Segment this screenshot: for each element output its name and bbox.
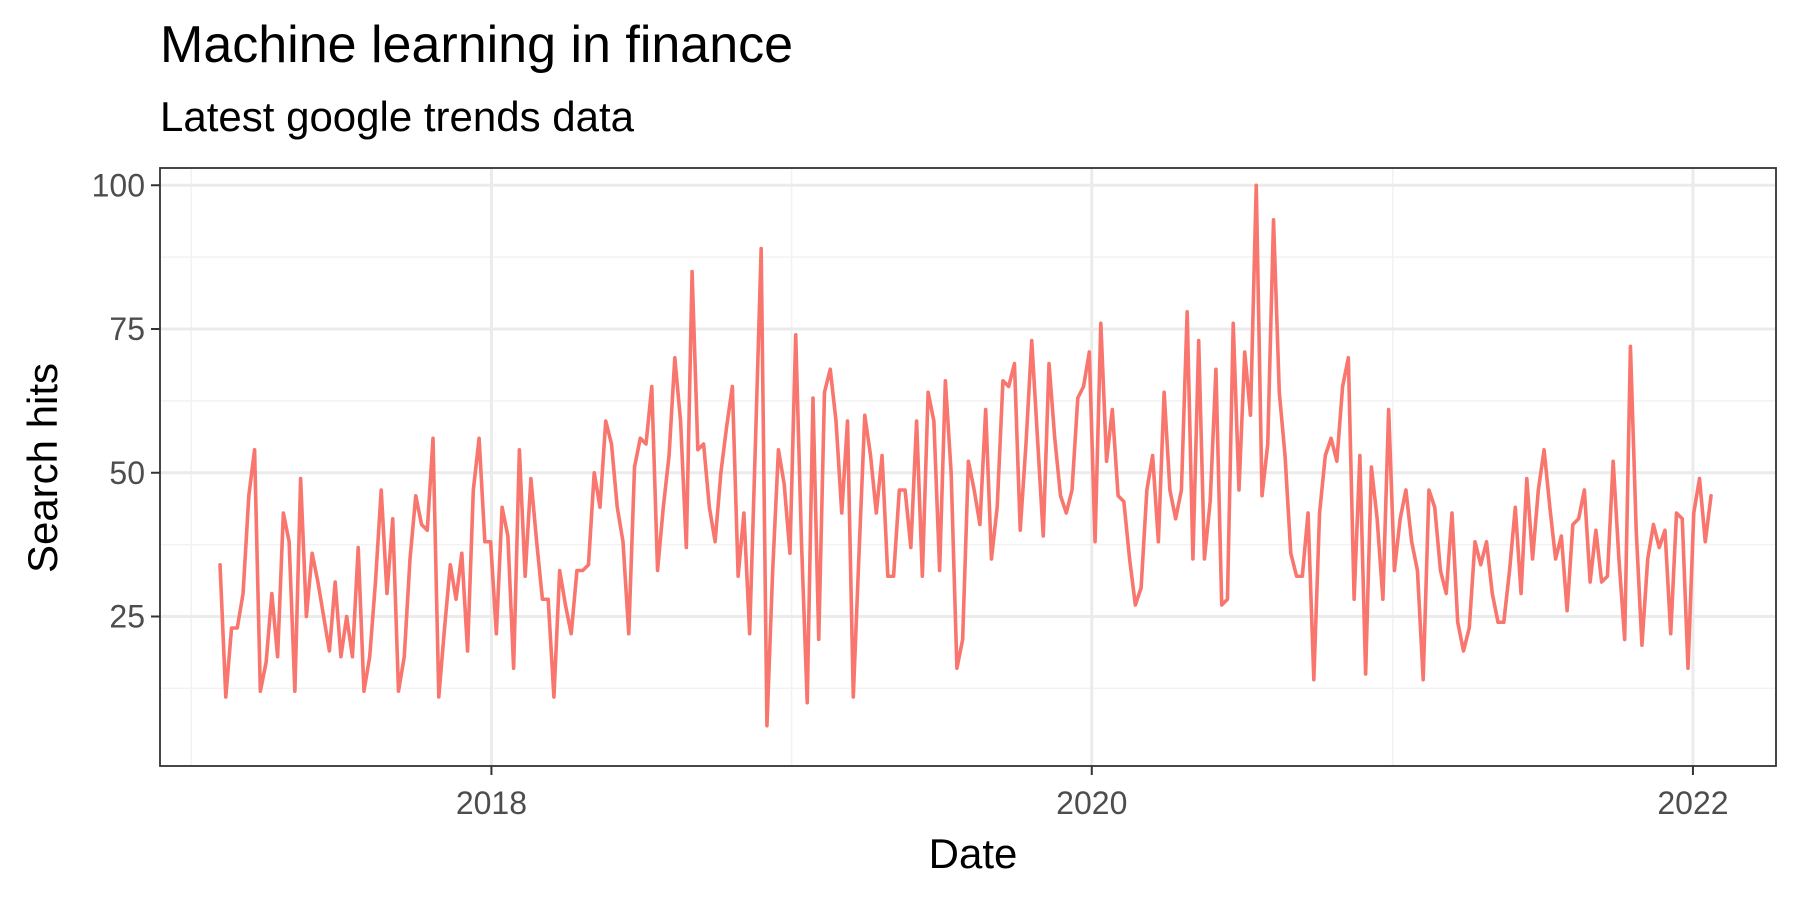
y-tick-label: 25 [109, 599, 145, 635]
x-tick-label: 2020 [1056, 785, 1127, 821]
y-axis-title: Search hits [19, 363, 66, 573]
series-line [218, 183, 1713, 728]
y-axis: 25 50 75 100 [92, 167, 160, 635]
y-tick-label: 50 [109, 455, 145, 491]
x-tick-label: 2022 [1657, 785, 1728, 821]
plot-panel-border [159, 167, 1777, 767]
x-axis-title: Date [929, 830, 1018, 877]
chart-title: Machine learning in finance [160, 16, 793, 74]
y-tick-label: 100 [92, 167, 145, 203]
x-tick-label: 2018 [456, 785, 527, 821]
chart-subtitle: Latest google trends data [160, 93, 635, 140]
y-tick-label: 75 [109, 311, 145, 347]
x-axis: 2018 2020 2022 [456, 766, 1729, 821]
